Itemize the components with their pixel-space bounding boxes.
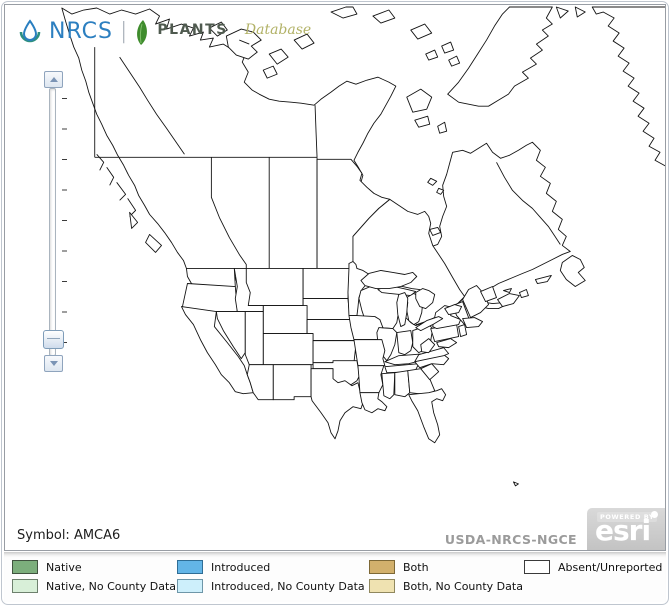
green-provinces: [316, 158, 466, 326]
legend-item-native-no-county: Native, No County Data: [12, 579, 176, 593]
legend-item-both: Both: [369, 560, 429, 574]
north-america-distribution-map[interactable]: [5, 5, 665, 550]
legend-item-both-no-county: Both, No County Data: [369, 579, 523, 593]
esri-logo[interactable]: POWERED BY esri: [587, 508, 665, 550]
legend-item-introduced: Introduced: [177, 560, 270, 574]
nrcs-wordmark[interactable]: NRCS: [49, 19, 113, 44]
introduced-swatch: [177, 560, 203, 574]
absent-swatch: [524, 560, 550, 574]
legend-item-introduced-no-county: Introduced, No County Data: [177, 579, 365, 593]
plants-leaf-icon: [137, 20, 148, 45]
zoom-slider-ticks: [62, 98, 67, 343]
map-zoom-slider[interactable]: [43, 71, 69, 373]
greenland: [591, 6, 665, 167]
header-logo: NRCS | PLANTS Database: [17, 19, 311, 53]
database-wordmark: Database: [244, 22, 312, 38]
attribution-text: USDA-NRCS-NGCE: [444, 532, 577, 547]
logo-separator: |: [119, 19, 128, 44]
map-legend: Native Native, No County Data Introduced…: [4, 552, 666, 602]
both-swatch: [369, 560, 395, 574]
great-lakes: [360, 270, 463, 332]
us-white-states: [181, 268, 489, 444]
both-no-county-swatch: [369, 579, 395, 593]
arctic-islands: [208, 6, 586, 195]
esri-dot-icon: [651, 511, 658, 518]
distribution-map-viewport[interactable]: NRCS | PLANTS Database Symbol: AMCA6 USD…: [4, 4, 666, 551]
introduced-no-county-swatch: [177, 579, 203, 593]
zoom-slider-thumb[interactable]: [43, 330, 64, 349]
atlantic-canada: [480, 255, 586, 308]
powered-by-label: POWERED BY: [597, 512, 658, 522]
nrcs-droplet-icon: [19, 19, 41, 43]
plant-symbol-label: Symbol: AMCA6: [17, 528, 121, 543]
down-arrow-icon: [49, 361, 58, 366]
up-arrow-icon: [49, 77, 58, 82]
esri-wordmark: esri: [595, 514, 651, 547]
pacific-coast-islands: [96, 153, 519, 487]
legend-item-absent: Absent/Unreported: [524, 560, 662, 574]
zoom-slider-track[interactable]: [49, 88, 56, 356]
plants-database-wordmark[interactable]: PLANTS Database: [157, 19, 311, 53]
zoom-in-button[interactable]: [44, 71, 63, 88]
plants-wordmark: PLANTS: [157, 22, 228, 38]
native-no-county-swatch: [12, 579, 38, 593]
native-swatch: [12, 560, 38, 574]
us-green-states: [233, 261, 424, 440]
legend-item-native: Native: [12, 560, 82, 574]
zoom-out-button[interactable]: [44, 355, 63, 372]
